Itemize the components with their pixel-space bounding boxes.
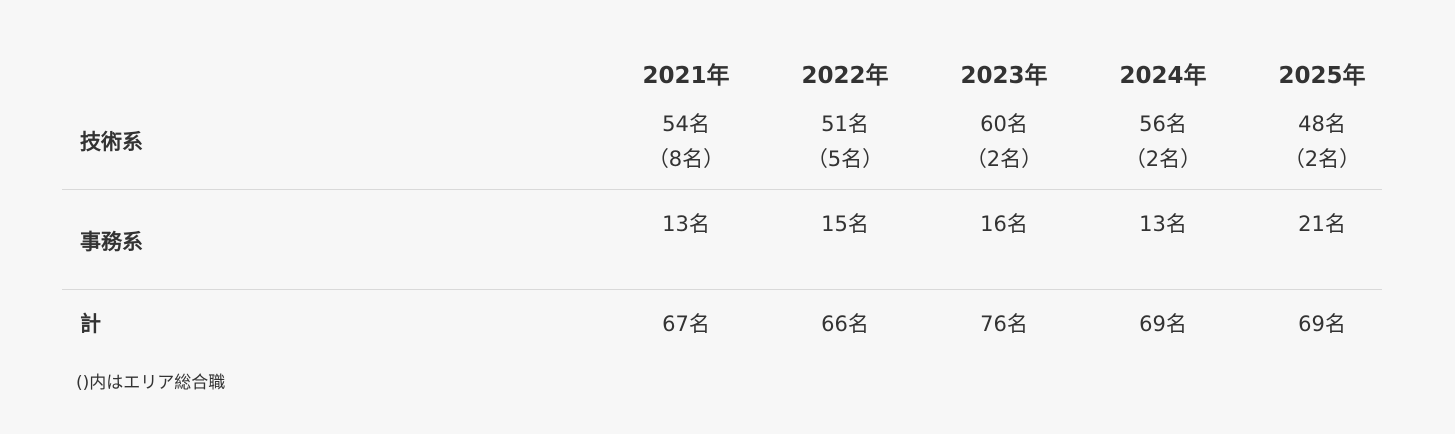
cell-value: 69名 [1139, 312, 1187, 336]
row-label: 計 [80, 312, 101, 336]
cell-value: 54名 [662, 112, 710, 136]
cell-value: （2名） [1124, 147, 1202, 171]
row-divider [62, 289, 1382, 290]
cell-value: 56名 [1139, 112, 1187, 136]
cell-value: 15名 [821, 212, 869, 236]
cell-value: 48名 [1298, 112, 1346, 136]
cell-value: 16名 [980, 212, 1028, 236]
cell-value: 67名 [662, 312, 710, 336]
cell-value: 51名 [821, 112, 869, 136]
year-header: 2023年 [960, 63, 1048, 89]
cell-value: （5名） [806, 147, 884, 171]
cell-value: 13名 [1139, 212, 1187, 236]
cell-value: 69名 [1298, 312, 1346, 336]
row-divider [62, 189, 1382, 190]
year-header: 2024年 [1119, 63, 1207, 89]
row-label: 技術系 [80, 130, 143, 154]
footnote: ()内はエリア総合職 [76, 373, 226, 393]
cell-value: 60名 [980, 112, 1028, 136]
row-label: 事務系 [80, 230, 143, 254]
cell-value: 13名 [662, 212, 710, 236]
cell-value: （2名） [1283, 147, 1361, 171]
cell-value: （8名） [647, 147, 725, 171]
cell-value: 76名 [980, 312, 1028, 336]
year-header: 2021年 [642, 63, 730, 89]
year-header: 2025年 [1278, 63, 1366, 89]
cell-value: 66名 [821, 312, 869, 336]
cell-value: （2名） [965, 147, 1043, 171]
year-header: 2022年 [801, 63, 889, 89]
cell-value: 21名 [1298, 212, 1346, 236]
